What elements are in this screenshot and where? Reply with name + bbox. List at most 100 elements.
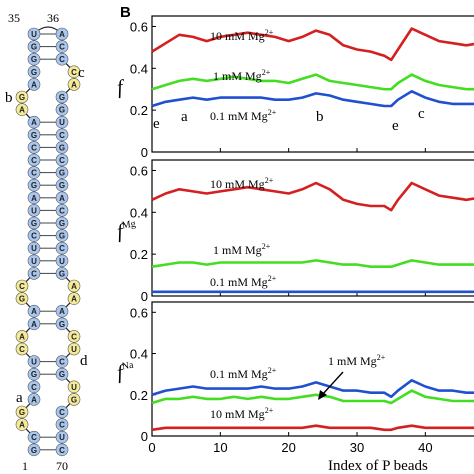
svg-text:U: U [59, 433, 65, 442]
svg-text:C: C [31, 169, 37, 178]
label-10mm-bottom: 10 mM Mg2+ [210, 406, 274, 421]
svg-text:G: G [31, 181, 37, 190]
y-tick-label: 0 [141, 429, 148, 444]
label-nt-70: 70 [56, 459, 68, 473]
y-axis-label: f [116, 76, 127, 99]
nucleotide-left-30: G [15, 405, 29, 419]
nucleotide-right-8: C [55, 128, 69, 142]
nucleotide-right-3: C [67, 65, 81, 79]
label-01mm-top: 0.1 mM Mg2+ [210, 108, 277, 123]
svg-text:U: U [31, 244, 37, 253]
nucleotide-right-30: C [55, 405, 69, 419]
svg-text:C: C [31, 383, 37, 392]
nucleotide-right-0: A [55, 27, 69, 41]
label-1mm-top: 1 mM Mg2+ [213, 68, 271, 83]
svg-text:C: C [59, 358, 65, 367]
nucleotide-right-6: G [55, 103, 69, 116]
series-line [151, 181, 474, 212]
label-01mm-mid: 0.1 mM Mg2+ [210, 274, 277, 289]
nucleotide-right-9: G [55, 141, 69, 154]
nucleotide-left-18: U [27, 254, 41, 268]
svg-text:A: A [31, 194, 37, 203]
loop-label-d: d [80, 353, 88, 369]
svg-text:A: A [31, 118, 37, 127]
svg-text:A: A [31, 395, 37, 404]
nucleotide-right-17: C [55, 241, 69, 255]
nucleotide-left-9: C [27, 141, 41, 154]
series-line [151, 389, 474, 405]
svg-text:C: C [59, 408, 65, 417]
svg-text:A: A [19, 106, 25, 115]
svg-text:G: G [59, 320, 65, 329]
svg-text:A: A [59, 307, 65, 316]
svg-text:A: A [59, 30, 65, 39]
y-tick-label: 0.2 [130, 247, 148, 262]
y-tick-label: 0.4 [130, 347, 148, 362]
nucleotide-right-10: C [55, 153, 69, 167]
series-line [151, 259, 474, 269]
svg-text:U: U [59, 118, 65, 127]
nucleotide-right-23: G [55, 317, 69, 331]
nucleotide-left-17: U [27, 241, 41, 255]
nucleotide-left-1: G [27, 40, 41, 53]
svg-text:U: U [31, 358, 37, 367]
nucleotide-left-28: C [27, 380, 41, 394]
arrow-1mm-shaft [321, 371, 344, 396]
label-01mm-bottom: 0.1 mM Mg2+ [210, 366, 277, 381]
series-line [151, 73, 474, 91]
svg-text:G: G [19, 408, 25, 417]
svg-text:U: U [59, 257, 65, 266]
x-tick-label: 20 [281, 440, 295, 455]
subplot-1: 0 0.2 0.4 0.6 f [116, 15, 474, 160]
svg-text:U: U [31, 206, 37, 215]
nucleotide-left-21: G [15, 292, 29, 305]
y-axis-label: fMg [116, 218, 138, 242]
svg-text:A: A [71, 80, 77, 89]
svg-text:G: G [31, 55, 37, 64]
nucleotide-left-12: G [27, 178, 41, 192]
y-tick-label: 0.6 [130, 19, 148, 34]
svg-text:C: C [19, 345, 25, 354]
svg-text:A: A [19, 332, 25, 341]
y-tick-label: 0.6 [130, 163, 148, 178]
label-nt-35: 35 [8, 11, 20, 25]
nucleotide-left-22: A [27, 304, 41, 318]
svg-text:C: C [59, 55, 65, 64]
svg-text:G: G [59, 370, 65, 379]
svg-text:A: A [19, 421, 25, 430]
svg-text:C: C [59, 43, 65, 52]
x-tick-label: 30 [350, 440, 364, 455]
nucleotide-left-31: A [15, 418, 29, 431]
y-axis-label: fNa [116, 360, 137, 384]
svg-text:A: A [31, 80, 37, 89]
nucleotide-right-18: U [55, 254, 69, 268]
nucleotide-right-12: G [55, 178, 69, 192]
y-tick-label: 0.4 [130, 205, 148, 220]
y-tick-label: 0.6 [130, 305, 148, 320]
panel-letter-b: B [120, 4, 131, 21]
svg-text:G: G [59, 143, 65, 152]
nucleotide-left-2: G [27, 52, 41, 66]
plot-frame [151, 301, 474, 437]
nucleotide-right-21: A [67, 292, 81, 305]
loop-label-a: a [16, 390, 23, 406]
site-letter-e1: e [153, 116, 160, 132]
svg-text:G: G [59, 106, 65, 115]
label-10mm-top: 10 mM Mg2+ [210, 28, 274, 43]
nucleotide-left-4: A [27, 78, 41, 91]
svg-text:A: A [31, 320, 37, 329]
svg-text:G: G [59, 269, 65, 278]
series-line [151, 90, 474, 108]
nucleotide-left-23: A [27, 317, 41, 331]
nucleotide-left-27: G [27, 367, 41, 381]
nucleotide-right-11: G [55, 166, 69, 179]
nucleotide-right-22: A [55, 304, 69, 318]
nucleotide-left-16: C [27, 229, 41, 242]
x-tick-label: 0 [148, 440, 155, 455]
svg-text:G: G [71, 395, 77, 404]
series-line [151, 378, 474, 399]
svg-text:G: G [59, 169, 65, 178]
y-tick-label: 0.2 [130, 388, 148, 403]
svg-text:G: G [31, 370, 37, 379]
svg-text:G: G [19, 93, 25, 102]
